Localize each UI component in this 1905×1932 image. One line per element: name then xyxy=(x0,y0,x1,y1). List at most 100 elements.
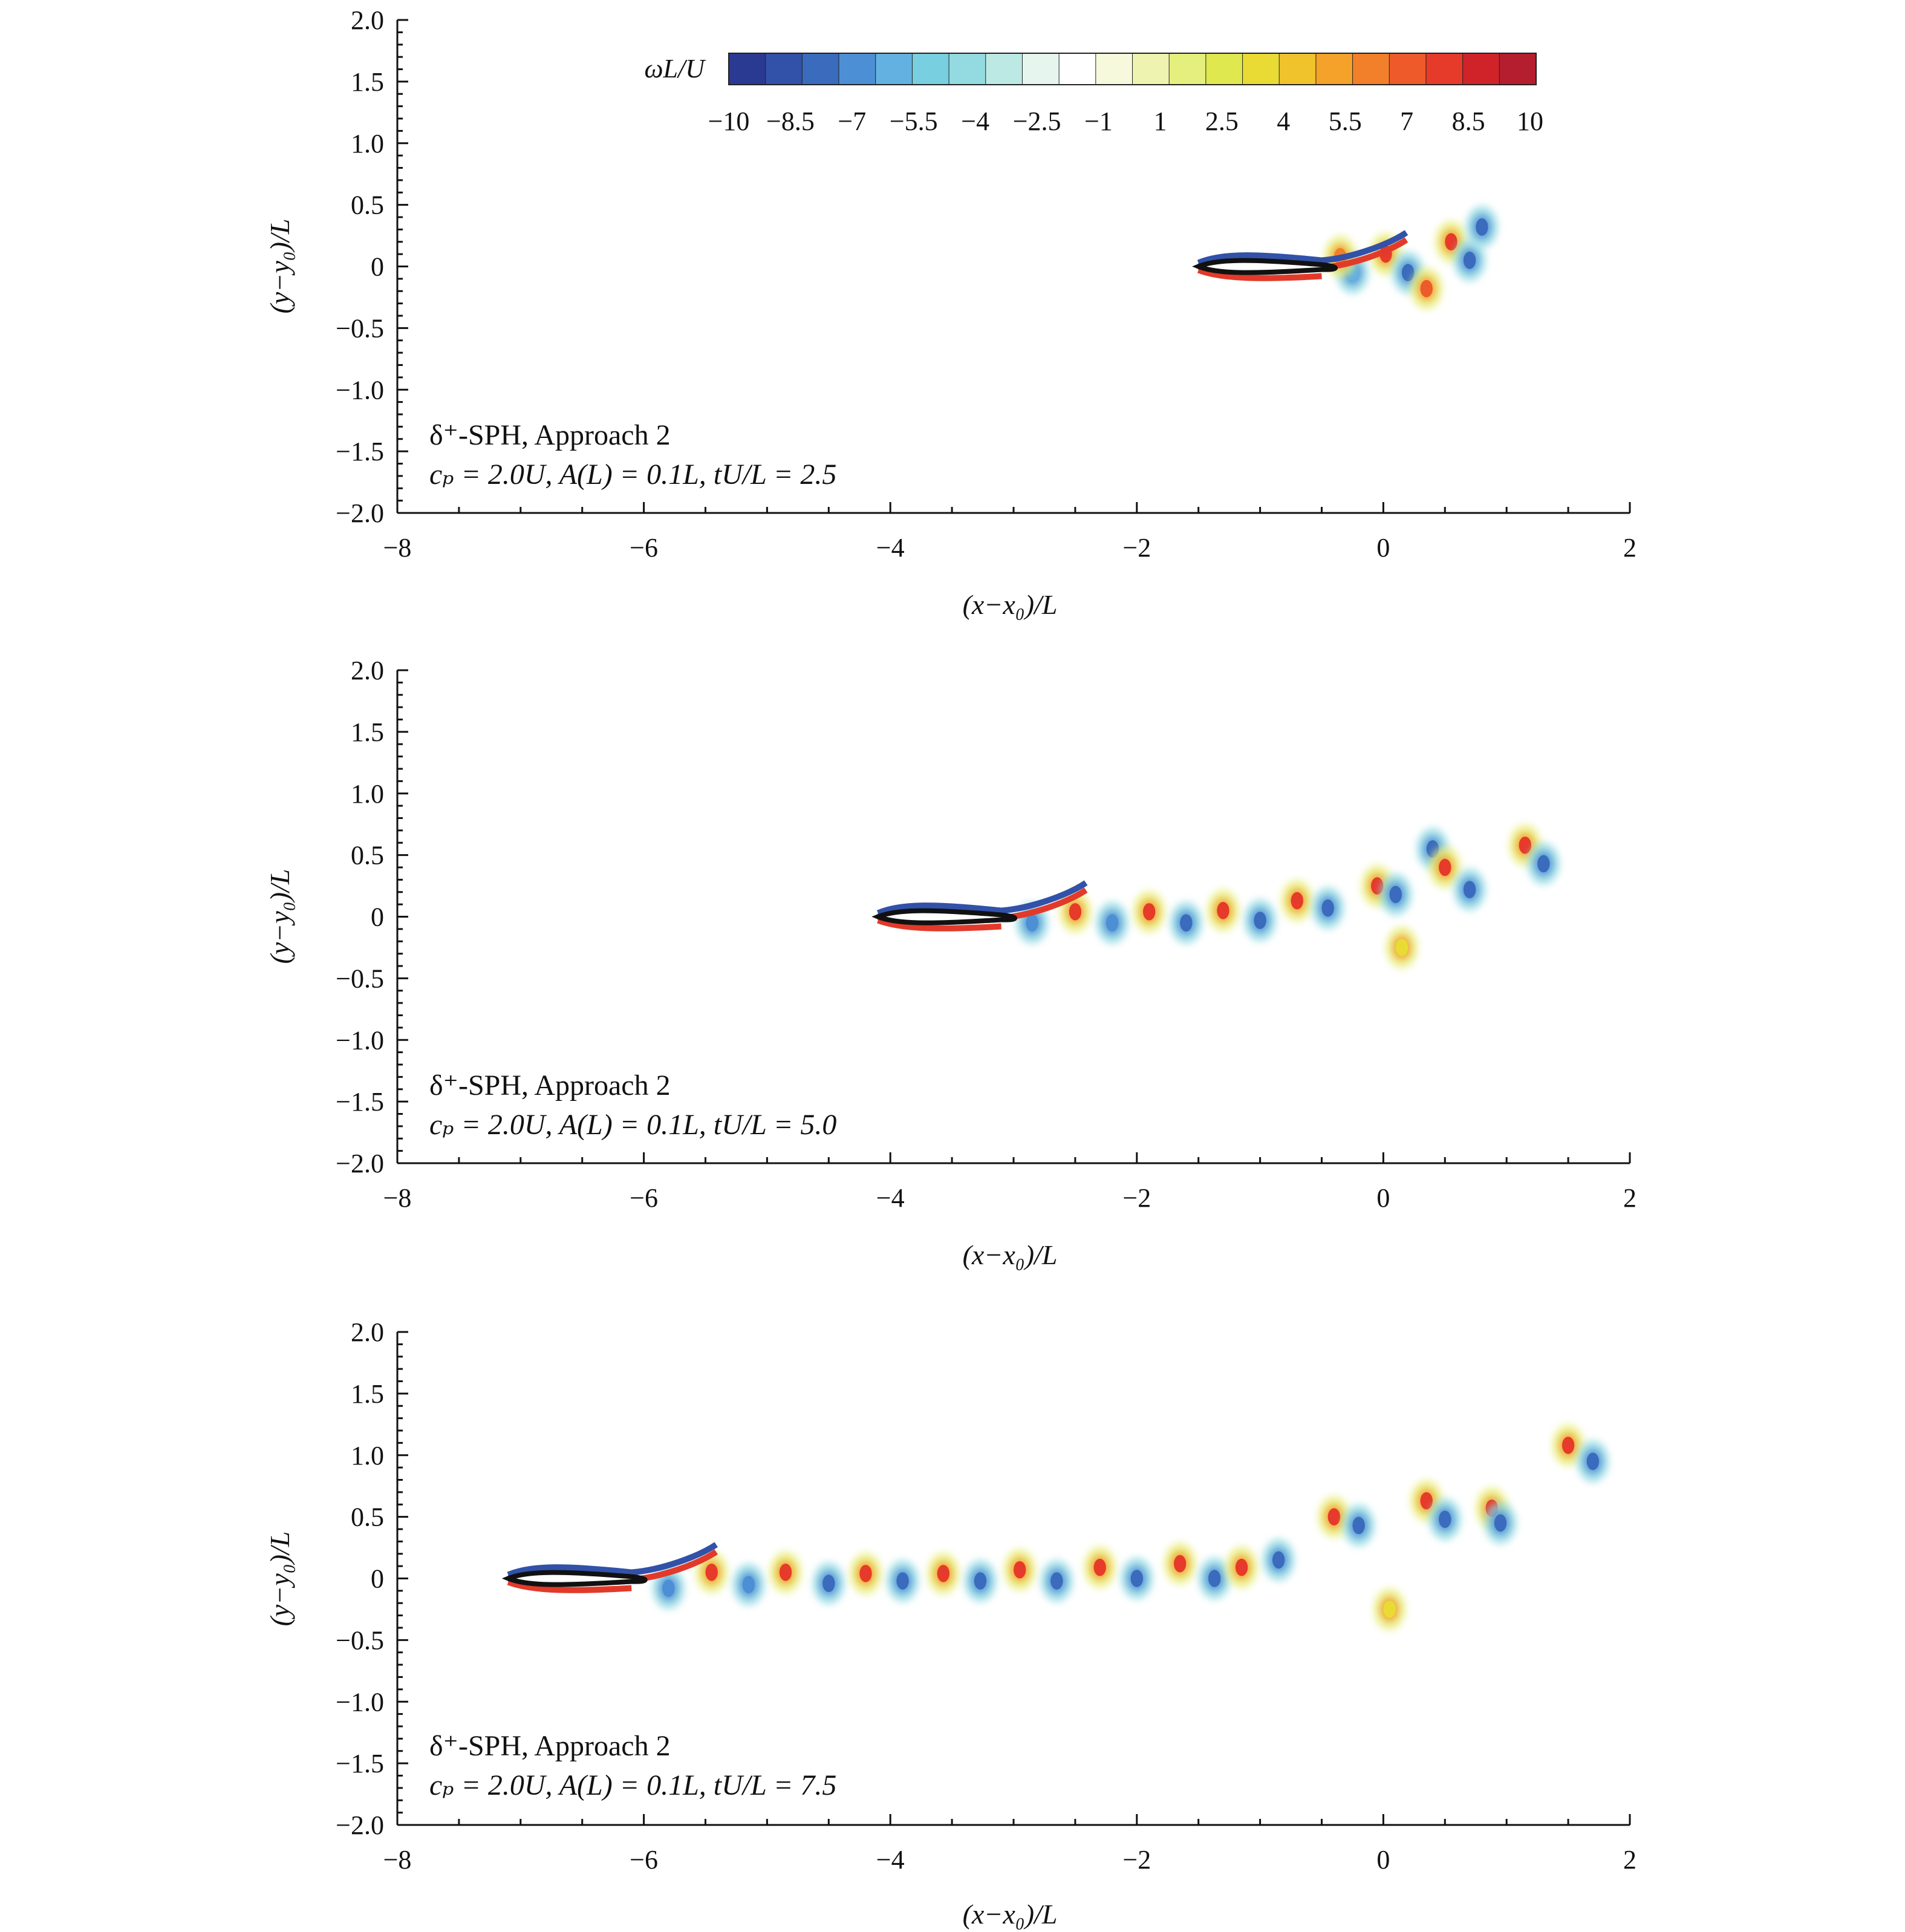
y-tick-label: 2.0 xyxy=(351,656,384,685)
vortex-core xyxy=(1235,1558,1248,1576)
vorticity-field xyxy=(1324,206,1498,310)
x-axis-title: (x−x₀)/L xyxy=(963,589,1058,620)
negative-vortex xyxy=(1040,1559,1073,1602)
vortex-core xyxy=(1352,1516,1365,1535)
vortex-core xyxy=(1494,1514,1507,1532)
y-tick-label: 0 xyxy=(371,252,384,282)
x-tick-label: 0 xyxy=(1376,1845,1390,1875)
foil-body xyxy=(1192,230,1408,281)
colorbar-swatch xyxy=(1278,53,1317,85)
vortex-core xyxy=(1173,1555,1187,1573)
vortex-core xyxy=(896,1572,909,1590)
annotation-line-2: cₚ = 2.0U, A(L) = 0.1L, tU/L = 2.5 xyxy=(429,459,836,491)
x-tick-label: −6 xyxy=(630,1183,658,1213)
y-tick-label: 1.5 xyxy=(351,717,384,747)
negative-vortex xyxy=(1312,887,1344,929)
y-axis-title: (y−y₀)/L xyxy=(264,869,295,964)
vortex-core xyxy=(1272,1551,1285,1569)
negative-vortex xyxy=(1198,1557,1231,1600)
x-tick-label: −6 xyxy=(630,1845,658,1875)
axes: −8 −6 −4 −2 0 2 2.0 1.5 1.0 0.5 0 −0.5 −1.0 −1.5 −2.0 xyxy=(336,1317,1636,1875)
y-tick-label: −1.5 xyxy=(336,1087,384,1117)
vortex-core xyxy=(662,1579,675,1597)
colorbar-swatch xyxy=(1352,53,1390,85)
y-axis-title: (y−y₀)/L xyxy=(264,219,295,314)
panel-1: −8 −6 −4 −2 0 22.01.51.00.50−0.5−1.0−1.5−2.0 … xyxy=(264,5,1636,620)
y-tick-label: 1.0 xyxy=(351,129,384,158)
colorbar-swatch xyxy=(801,53,840,85)
colorbar-tick-label: 7 xyxy=(1400,106,1413,136)
colorbar-tick-label: −5.5 xyxy=(890,106,938,136)
annotation-line-1: δ⁺-SPH, Approach 2 xyxy=(429,1069,671,1101)
foil-outline xyxy=(1192,258,1338,275)
colorbar-tick-label: 5.5 xyxy=(1329,106,1362,136)
colorbar-swatch xyxy=(838,53,876,85)
vortex-core xyxy=(1014,1561,1026,1579)
colorbar-swatch xyxy=(1242,53,1280,85)
vortex-core xyxy=(1026,914,1038,932)
y-tick-label: −0.5 xyxy=(336,1625,384,1655)
x-tick-label: 2 xyxy=(1623,1183,1636,1213)
y-tick-label: 2.0 xyxy=(351,1317,384,1347)
positive-vortex xyxy=(1552,1424,1584,1467)
x-tick-label: −4 xyxy=(876,1845,905,1875)
vortex-core xyxy=(1586,1452,1600,1470)
y-axis-title: (y−y₀)/L xyxy=(264,1532,295,1627)
vortex-core xyxy=(1463,252,1476,269)
colorbar-swatch xyxy=(911,53,950,85)
foil-outline xyxy=(871,908,1017,925)
colorbar-tick-label: −7 xyxy=(838,106,866,136)
vortex-core xyxy=(1383,1601,1396,1618)
positive-vortex xyxy=(1410,1480,1443,1522)
y-tick-label: 0 xyxy=(371,1564,384,1594)
vorticity-field xyxy=(1016,824,1560,969)
negative-vortex xyxy=(1527,843,1560,885)
colorbar-swatch xyxy=(1499,53,1537,85)
panel-3: −8 −6 −4 −2 0 22.01.51.00.50−0.5−1.0−1.5−2.0 … xyxy=(264,1317,1636,1930)
vortex-core xyxy=(1401,264,1415,281)
colorbar-tick-label: −4 xyxy=(961,106,989,136)
vortex-core xyxy=(705,1564,718,1581)
negative-vortex xyxy=(812,1562,845,1605)
negative-vortex xyxy=(652,1567,685,1610)
colorbar-swatch xyxy=(875,53,913,85)
annotation-line-1: δ⁺-SPH, Approach 2 xyxy=(429,419,671,451)
x-tick-label: −4 xyxy=(876,1183,905,1213)
vortex-core xyxy=(1395,939,1408,956)
vortex-core xyxy=(1254,912,1266,929)
colorbar-swatch xyxy=(1132,53,1170,85)
annotation-line-2: cₚ = 2.0U, A(L) = 0.1L, tU/L = 5.0 xyxy=(429,1109,836,1141)
axes: −8 −6 −4 −2 0 2 2.0 1.5 1.0 0.5 0 −0.5 −1.0 −1.5 −2.0 xyxy=(336,5,1636,563)
y-tick-label: 0 xyxy=(371,902,384,932)
colorbar-swatch xyxy=(728,53,766,85)
y-tick-label: −2.0 xyxy=(336,1810,384,1840)
x-tick-label: −4 xyxy=(876,533,905,563)
vortex-core xyxy=(1476,218,1488,236)
vortex-core xyxy=(1106,914,1119,932)
vortex-core xyxy=(1327,1508,1341,1526)
x-tick-label: −2 xyxy=(1122,1845,1151,1875)
positive-vortex xyxy=(1225,1546,1258,1588)
vortex-core xyxy=(1439,858,1451,876)
x-tick-label: −8 xyxy=(383,1183,412,1213)
vortex-core xyxy=(1463,881,1476,898)
vortex-core xyxy=(859,1565,872,1582)
negative-vortex xyxy=(1170,902,1202,944)
negative-vortex xyxy=(1453,239,1486,281)
y-tick-label: 2.0 xyxy=(351,5,384,35)
negative-vortex xyxy=(1096,902,1128,944)
vortex-core xyxy=(1439,1510,1451,1528)
y-tick-label: −0.5 xyxy=(336,964,384,993)
positive-vortex xyxy=(1386,926,1418,969)
y-tick-label: −2.0 xyxy=(336,1149,384,1178)
y-tick-label: −1.0 xyxy=(336,1025,384,1055)
positive-vortex xyxy=(1164,1542,1196,1585)
positive-vortex xyxy=(927,1552,960,1594)
y-tick-label: 1.5 xyxy=(351,1379,384,1409)
y-tick-label: −1.5 xyxy=(336,1749,384,1778)
panel-2: −8 −6 −4 −2 0 22.01.51.00.50−0.5−1.0−1.5−2.0 … xyxy=(264,656,1636,1270)
positive-vortex xyxy=(1084,1546,1116,1588)
colorbar-swatch xyxy=(1315,53,1353,85)
vortex-core xyxy=(822,1575,835,1592)
x-tick-label: −2 xyxy=(1122,1183,1151,1213)
